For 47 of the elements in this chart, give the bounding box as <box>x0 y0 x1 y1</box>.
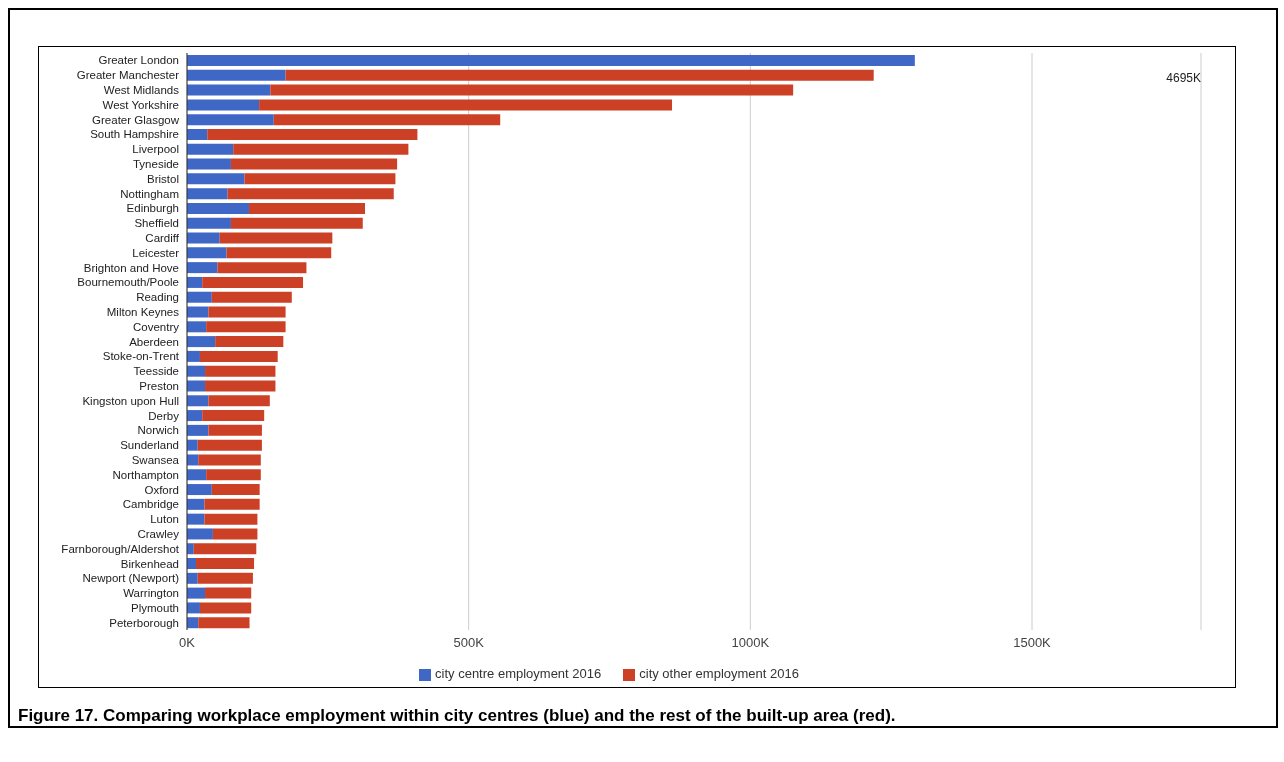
y-tick-label: Cambridge <box>122 498 179 511</box>
y-tick-label: Greater Manchester <box>76 69 180 82</box>
y-tick-label: Liverpool <box>132 143 179 156</box>
y-tick-label: Peterborough <box>109 616 179 629</box>
x-tick-label: 0K <box>179 635 196 651</box>
y-tick-label: Sheffield <box>134 217 179 230</box>
y-tick-label: Warrington <box>123 587 179 600</box>
y-tick-label: Preston <box>139 379 179 392</box>
y-tick-label: Aberdeen <box>129 335 179 348</box>
y-tick-label: Leicester <box>132 246 180 259</box>
y-tick-label: Reading <box>136 291 179 304</box>
y-tick-label: Greater Glasgow <box>92 113 180 126</box>
y-tick-label: West Yorkshire <box>102 98 179 111</box>
legend-label: city centre employment 2016 <box>435 666 602 681</box>
y-tick-label: South Hampshire <box>90 128 179 141</box>
y-tick-label: Luton <box>150 513 179 526</box>
y-tick-label: Crawley <box>137 527 180 540</box>
y-tick-label: Edinburgh <box>126 202 179 215</box>
y-tick-label: Sunderland <box>120 439 179 452</box>
y-tick-label: Northampton <box>112 468 179 481</box>
text: Figure 17. Comparing workplace employment within city centres (blue) and the rest of the built-up area (red). <box>8 696 1278 728</box>
y-tick-label: Plymouth <box>131 601 179 614</box>
y-tick-label: Greater London <box>98 54 179 67</box>
y-tick-label: Farnborough/Aldershot <box>61 542 180 555</box>
y-tick-label: Nottingham <box>120 187 179 200</box>
y-tick-label: Coventry <box>132 320 180 333</box>
y-tick-label: Birkenhead <box>120 557 179 570</box>
x-tick-label: 1000K <box>731 635 770 651</box>
x-tick-label: 1500K <box>1013 635 1052 651</box>
y-tick-label: Norwich <box>137 424 179 437</box>
y-tick-label: Derby <box>148 409 180 422</box>
y-tick-label: Cardiff <box>145 232 180 245</box>
x-tick-label: 500K <box>453 635 485 651</box>
y-tick-label: Bristol <box>147 172 179 185</box>
y-tick-label: Oxford <box>144 483 179 496</box>
y-tick-label: Brighton and Hove <box>83 261 179 274</box>
legend-label: city other employment 2016 <box>639 666 799 681</box>
y-tick-label: Bournemouth/Poole <box>77 276 179 289</box>
y-tick-label: West Midlands <box>103 84 180 97</box>
y-tick-label: Stoke-on-Trent <box>102 350 180 363</box>
annotation: 4695K <box>1166 71 1201 85</box>
y-tick-label: Kingston upon Hull <box>82 394 179 407</box>
y-tick-label: Swansea <box>131 453 180 466</box>
y-tick-label: Milton Keynes <box>106 305 180 318</box>
y-tick-label: Tyneside <box>132 158 179 171</box>
y-tick-label: Teesside <box>133 365 179 378</box>
y-tick-label: Newport (Newport) <box>82 572 180 585</box>
